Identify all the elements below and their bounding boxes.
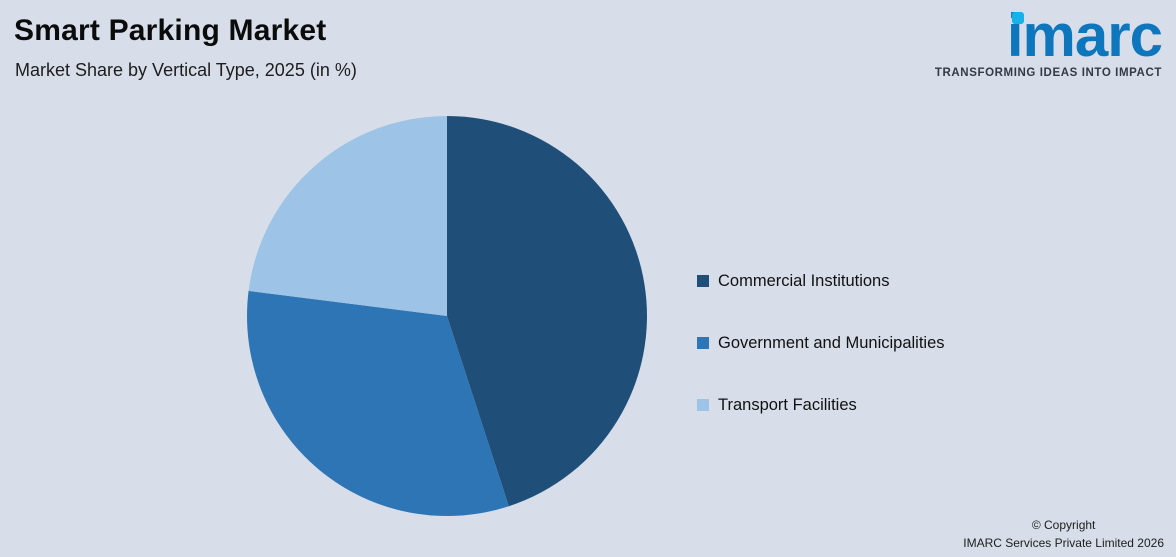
imarc-logo-tagline: TRANSFORMING IDEAS INTO IMPACT [934,67,1162,79]
pie-chart [247,116,647,516]
chart-subtitle: Market Share by Vertical Type, 2025 (in … [15,60,357,80]
legend-label: Commercial Institutions [718,271,890,290]
pie-slice-transport-facilities [248,116,447,316]
legend-marker-transport-facilities [697,399,709,411]
legend-item: Commercial Institutions [697,267,945,295]
copyright-line1: © Copyright [1031,518,1096,533]
copyright-line2: IMARC Services Private Limited 2026 [963,535,1164,550]
imarc-logo: imarc TRANSFORMING IDEAS INTO IMPACT [934,6,1163,80]
copyright-notice: © Copyright IMARC Services Private Limit… [963,517,1164,552]
page-title: Smart Parking Market [14,14,327,47]
legend-label: Government and Municipalities [718,333,945,352]
legend-marker-government-and-municipalities [697,337,709,349]
legend-item: Transport Facilities [697,391,945,419]
pie-chart-area [245,114,649,518]
pie-slice-commercial-institutions [447,116,647,507]
legend-label: Transport Facilities [718,395,857,414]
legend-item: Government and Municipalities [697,329,945,357]
imarc-logo-dot-icon [1011,12,1024,24]
imarc-logo-word: imarc [1006,2,1163,69]
imarc-logo-text: imarc [1007,6,1163,66]
pie-slice-government-and-municipalities [247,290,509,516]
legend-marker-commercial-institutions [697,275,709,287]
chart-legend: Commercial Institutions Government and M… [697,267,945,453]
